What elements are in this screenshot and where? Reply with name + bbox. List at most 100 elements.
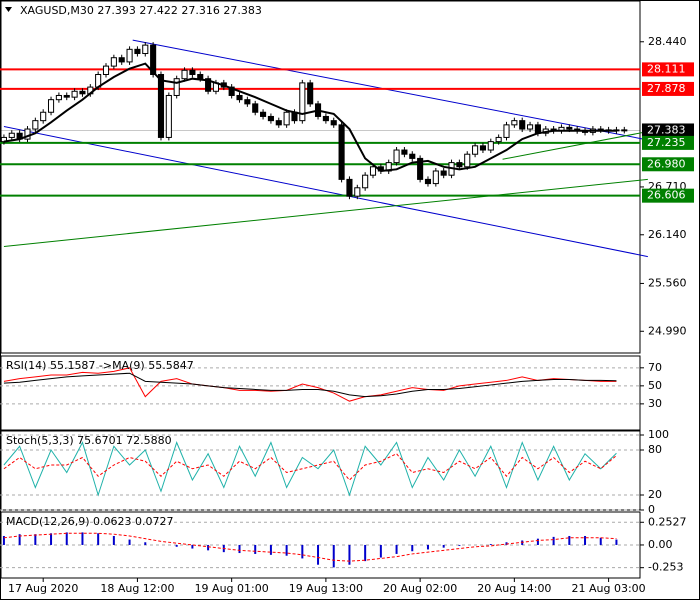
candle [432, 170, 439, 185]
macd-bar [207, 544, 210, 551]
candle [479, 145, 486, 151]
y-tick-label: 24.990 [648, 324, 687, 337]
level-box [642, 188, 694, 203]
macd-bar [144, 542, 147, 545]
macd-bar [568, 535, 571, 545]
candle [173, 78, 180, 96]
x-tick-label: 19 Aug 13:00 [289, 582, 363, 595]
candle [165, 94, 172, 138]
level-box [642, 123, 694, 138]
candle [157, 73, 165, 138]
candle [527, 124, 534, 130]
candle [307, 82, 314, 105]
signal-line [3, 532, 617, 562]
candle [409, 153, 416, 159]
y-tick-label: 100 [648, 428, 669, 441]
macd-bar [364, 544, 367, 562]
trendline [3, 126, 648, 258]
candle [55, 94, 62, 101]
indicator-line [3, 367, 617, 402]
macd-bar [175, 544, 178, 547]
macd-bar [536, 538, 539, 545]
candle [205, 78, 212, 92]
candle [63, 94, 70, 98]
candle [322, 115, 329, 122]
candle [71, 90, 78, 98]
panel-title: MACD(12,26,9) 0.0623 0.0727 [6, 515, 174, 528]
macd-bar [458, 544, 461, 546]
y-tick-label: 30 [648, 397, 662, 410]
level-label: 27.878 [647, 82, 686, 95]
macd-bar [552, 536, 555, 545]
macd-bar [615, 539, 618, 545]
candle [142, 44, 149, 55]
candle [40, 111, 47, 122]
candle [79, 90, 86, 95]
candle [299, 82, 306, 122]
candle [0, 136, 7, 143]
candle [472, 145, 479, 155]
macd-bar [128, 539, 131, 545]
macd-bar [599, 537, 602, 545]
macd-bar [301, 544, 304, 559]
y-tick-label: -0.253 [648, 561, 683, 574]
candle [495, 136, 502, 143]
macd-bar [348, 544, 351, 565]
candle [102, 65, 110, 75]
moving-average [3, 62, 617, 173]
candle [197, 73, 204, 80]
candle [464, 153, 471, 168]
level-box [642, 135, 694, 150]
candle [228, 86, 235, 96]
macd-bar [379, 544, 382, 558]
candle [283, 111, 290, 126]
candle [338, 124, 345, 180]
candle [267, 115, 274, 122]
candle [401, 149, 408, 155]
candle [362, 174, 369, 189]
macd-bar [34, 534, 37, 545]
candle [134, 48, 141, 55]
candle [110, 57, 117, 67]
x-tick-label: 17 Aug 2020 [8, 582, 78, 595]
candle [126, 48, 133, 63]
candle [519, 120, 526, 130]
candle [244, 99, 251, 105]
candle [8, 132, 15, 138]
panel-title: XAGUSD,M30 27.393 27.422 27.316 27.383 [20, 4, 262, 17]
trendline [3, 178, 648, 248]
y-tick-label: 20 [648, 488, 662, 501]
y-tick-label: 28.440 [648, 35, 687, 48]
macd-bar [285, 544, 288, 556]
level-label: 27.383 [647, 123, 686, 136]
candle [566, 126, 573, 130]
macd-bar [411, 544, 414, 552]
level-label: 26.606 [647, 189, 686, 202]
candle [456, 162, 463, 168]
level-label: 26.980 [647, 157, 686, 170]
level-box [642, 157, 694, 172]
y-tick-label: 80 [648, 443, 662, 456]
macd-bar [269, 544, 272, 555]
candle [236, 94, 243, 101]
macd-bar [18, 534, 21, 545]
macd-bar [238, 544, 241, 554]
candle [354, 187, 361, 197]
macd-bar [584, 535, 587, 545]
macd-bar [65, 532, 68, 545]
menu-arrow [5, 7, 12, 12]
panel-title: Stoch(5,3,3) 75.6701 72.5880 [6, 434, 172, 447]
trendline [502, 131, 648, 160]
x-tick-label: 19 Aug 01:00 [195, 582, 269, 595]
level-label: 27.235 [647, 136, 686, 149]
x-tick-label: 18 Aug 12:00 [100, 582, 174, 595]
macd-bar [317, 544, 320, 565]
candle [369, 166, 377, 176]
y-tick-label: 50 [648, 379, 662, 392]
candle [275, 120, 282, 126]
x-tick-label: 20 Aug 14:00 [477, 582, 551, 595]
candle [440, 170, 447, 176]
y-tick-label: 0.2527 [648, 515, 687, 528]
candle [487, 141, 494, 151]
